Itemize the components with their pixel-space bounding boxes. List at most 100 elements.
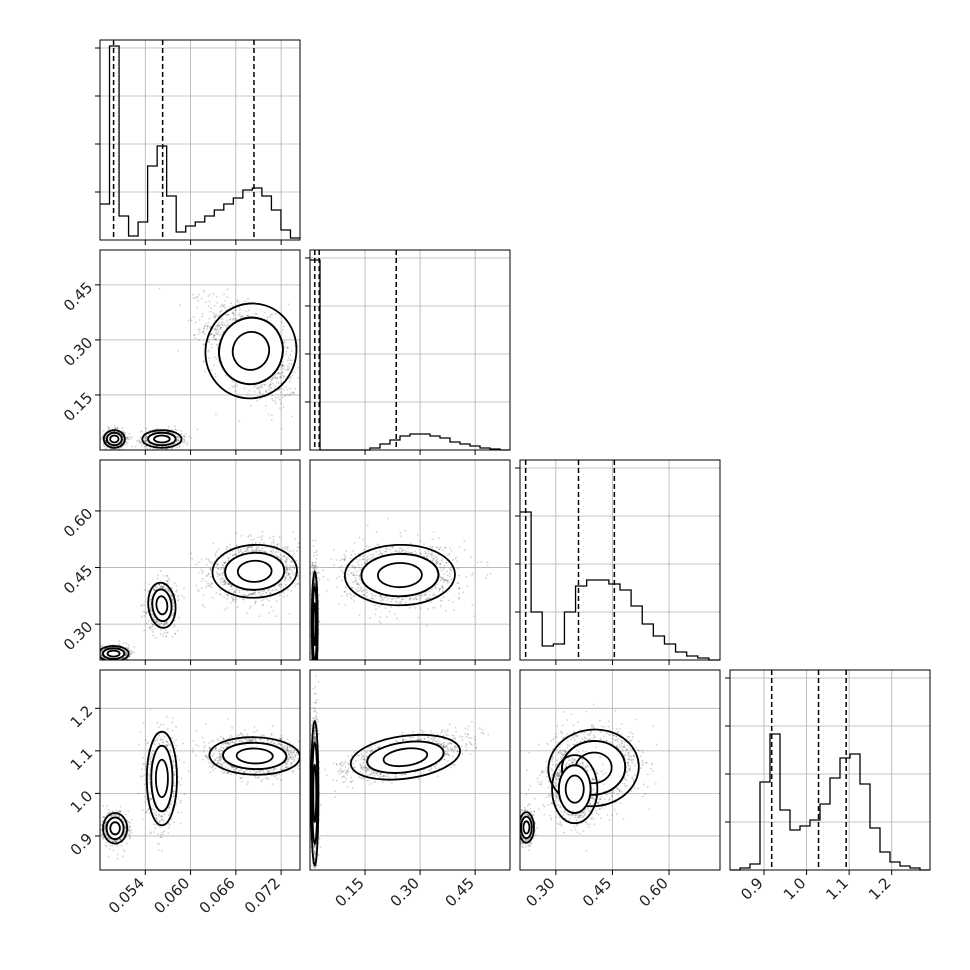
sample-point — [280, 382, 282, 385]
sample-point — [260, 385, 262, 388]
sample-point — [278, 372, 280, 374]
sample-point — [217, 329, 220, 331]
sample-point — [285, 568, 288, 571]
sample-point — [102, 429, 105, 432]
sample-point — [291, 359, 293, 362]
sample-point — [214, 315, 217, 318]
sample-point — [238, 312, 241, 315]
sample-point — [148, 433, 151, 435]
sample-point — [89, 652, 91, 654]
sample-point — [282, 329, 284, 331]
contour-line — [109, 434, 120, 444]
sample-point — [221, 573, 224, 576]
sample-point — [286, 359, 289, 362]
sample-point — [274, 400, 276, 403]
sample-point — [258, 386, 260, 389]
sample-point — [110, 663, 112, 665]
sample-point — [283, 595, 285, 598]
sample-point — [202, 343, 205, 346]
sample-point — [105, 447, 107, 450]
sample-point — [223, 580, 226, 583]
sample-point — [231, 385, 234, 388]
sample-point — [175, 441, 178, 444]
sample-point — [223, 323, 226, 326]
sample-point — [207, 295, 210, 297]
sample-point — [196, 296, 199, 299]
sample-point — [131, 445, 134, 448]
sample-point — [289, 550, 291, 553]
sample-point — [212, 334, 215, 336]
sample-point — [213, 335, 215, 338]
sample-point — [292, 391, 294, 394]
sample-point — [201, 315, 204, 318]
sample-point — [213, 313, 216, 316]
sample-point — [200, 587, 203, 590]
panel-1-1 — [305, 249, 511, 455]
sample-point — [274, 372, 277, 375]
sample-point — [213, 316, 215, 318]
sample-point — [282, 388, 285, 391]
sample-point — [247, 315, 250, 318]
sample-point — [323, 384, 325, 386]
sample-point — [201, 572, 203, 574]
sample-point — [286, 346, 289, 349]
sample-point — [144, 435, 147, 438]
sample-point — [231, 305, 234, 307]
sample-point — [287, 556, 290, 558]
sample-point — [209, 576, 212, 578]
sample-point — [173, 625, 176, 628]
sample-point — [206, 325, 209, 328]
sample-point — [241, 598, 244, 600]
sample-point — [289, 354, 292, 356]
y-tick-label: 0.15 — [60, 389, 96, 425]
sample-point — [292, 549, 294, 552]
sample-point — [286, 564, 288, 567]
sample-point — [306, 380, 308, 382]
sample-point — [271, 397, 273, 400]
sample-point — [174, 425, 176, 428]
sample-point — [126, 436, 129, 439]
sample-point — [210, 307, 212, 309]
sample-point — [233, 317, 235, 320]
sample-point — [255, 313, 258, 315]
sample-point — [190, 319, 193, 322]
sample-point — [302, 556, 304, 558]
sample-point — [210, 333, 213, 335]
sample-point — [175, 590, 178, 593]
sample-point — [94, 645, 96, 647]
sample-point — [156, 427, 159, 430]
sample-point — [263, 311, 266, 314]
sample-point — [243, 387, 246, 390]
sample-point — [224, 309, 227, 311]
sample-point — [230, 601, 232, 604]
sample-point — [162, 634, 164, 637]
sample-point — [162, 574, 165, 577]
sample-point — [213, 356, 216, 358]
sample-point — [194, 337, 197, 339]
sample-point — [172, 443, 175, 446]
sample-point — [122, 436, 125, 439]
sample-point — [234, 600, 237, 603]
sample-point — [291, 363, 293, 366]
sample-point — [302, 384, 304, 386]
sample-point — [231, 588, 234, 591]
sample-point — [217, 315, 220, 318]
sample-point — [216, 326, 219, 328]
sample-point — [204, 325, 206, 327]
sample-point — [145, 437, 148, 440]
sample-point — [294, 583, 297, 585]
sample-point — [283, 341, 285, 344]
sample-point — [208, 584, 211, 587]
sample-point — [280, 387, 282, 390]
sample-point — [275, 600, 278, 603]
sample-point — [276, 377, 279, 380]
sample-point — [253, 386, 256, 388]
sample-point — [178, 445, 181, 448]
sample-point — [294, 538, 297, 541]
sample-point — [216, 328, 218, 331]
sample-point — [194, 321, 197, 324]
sample-point — [231, 319, 234, 321]
sample-point — [140, 445, 143, 448]
sample-point — [182, 434, 185, 437]
sample-point — [208, 300, 211, 303]
